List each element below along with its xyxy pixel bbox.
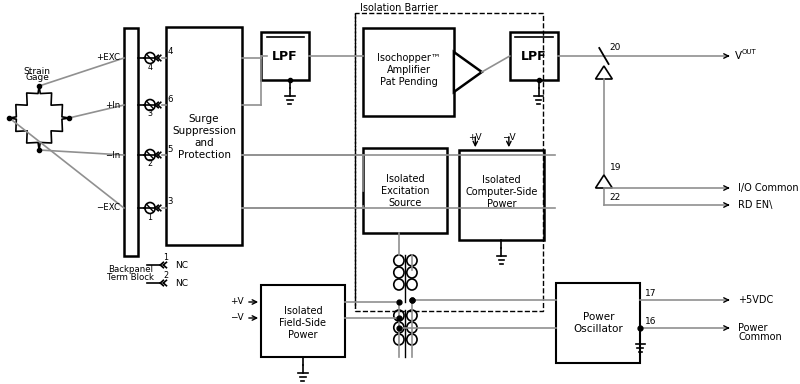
Text: Source: Source [389, 197, 422, 207]
Text: RD EN\: RD EN\ [738, 200, 773, 210]
Text: LPF: LPF [522, 50, 547, 63]
Bar [363, 28, 454, 116]
Text: 3: 3 [147, 109, 153, 119]
Text: Isochopper™: Isochopper™ [377, 53, 441, 63]
Text: −EXC: −EXC [96, 204, 120, 212]
Text: Power: Power [486, 199, 516, 209]
Text: Amplifier: Amplifier [386, 65, 430, 75]
Text: Pat Pending: Pat Pending [380, 77, 438, 87]
Text: 1: 1 [163, 253, 168, 263]
Text: +V: +V [469, 134, 482, 142]
Text: NC: NC [175, 260, 188, 270]
Text: +In: +In [105, 101, 120, 109]
Text: +V: +V [230, 298, 243, 306]
Text: Suppression: Suppression [172, 126, 236, 136]
Bar [261, 32, 310, 80]
Text: 20: 20 [610, 43, 621, 53]
Text: Power: Power [288, 330, 318, 340]
Text: 19: 19 [610, 162, 621, 172]
Text: and: and [194, 138, 214, 148]
Text: 3: 3 [167, 197, 173, 207]
Text: Power: Power [582, 312, 614, 322]
Text: 4: 4 [167, 48, 173, 56]
Text: 2: 2 [147, 159, 153, 169]
Text: 4: 4 [147, 63, 153, 71]
Text: Isolated: Isolated [482, 175, 521, 185]
Text: 5: 5 [167, 144, 173, 154]
Text: 2: 2 [163, 271, 168, 280]
Text: +EXC: +EXC [96, 53, 120, 63]
Text: Isolated: Isolated [386, 174, 425, 184]
Polygon shape [595, 175, 612, 188]
Text: OUT: OUT [742, 49, 757, 55]
Text: Protection: Protection [178, 150, 230, 160]
Text: Computer-Side: Computer-Side [466, 187, 538, 197]
Text: 6: 6 [167, 94, 173, 104]
Polygon shape [454, 52, 482, 92]
Text: 1: 1 [147, 212, 153, 222]
Text: Term Block: Term Block [107, 273, 154, 281]
Text: +5VDC: +5VDC [738, 295, 774, 305]
Text: Backpanel: Backpanel [109, 265, 154, 273]
Bar [458, 150, 544, 240]
Text: 22: 22 [610, 192, 621, 202]
Text: Oscillator: Oscillator [574, 324, 623, 334]
Text: Gage: Gage [26, 73, 50, 83]
Text: Common: Common [738, 332, 782, 342]
Text: −In: −In [105, 151, 120, 159]
Bar [556, 283, 640, 363]
Text: Field-Side: Field-Side [279, 318, 326, 328]
Text: Surge: Surge [189, 114, 219, 124]
Text: LPF: LPF [272, 50, 298, 63]
Text: Excitation: Excitation [381, 185, 430, 195]
Text: I/O Common: I/O Common [738, 183, 798, 193]
Text: V: V [735, 51, 742, 61]
Text: NC: NC [175, 278, 188, 288]
Bar [166, 27, 242, 245]
Text: Isolated: Isolated [283, 306, 322, 316]
Bar [355, 13, 543, 311]
Bar [261, 285, 345, 357]
Text: Isolation Barrier: Isolation Barrier [360, 3, 438, 13]
Text: 16: 16 [645, 316, 657, 326]
Bar [363, 148, 447, 233]
Text: −V: −V [230, 313, 243, 323]
Polygon shape [595, 66, 612, 79]
Text: −V: −V [502, 134, 516, 142]
Text: 17: 17 [645, 288, 657, 298]
Text: Power: Power [738, 323, 768, 333]
Bar [510, 32, 558, 80]
Bar [124, 28, 138, 256]
Text: Strain: Strain [24, 66, 50, 76]
